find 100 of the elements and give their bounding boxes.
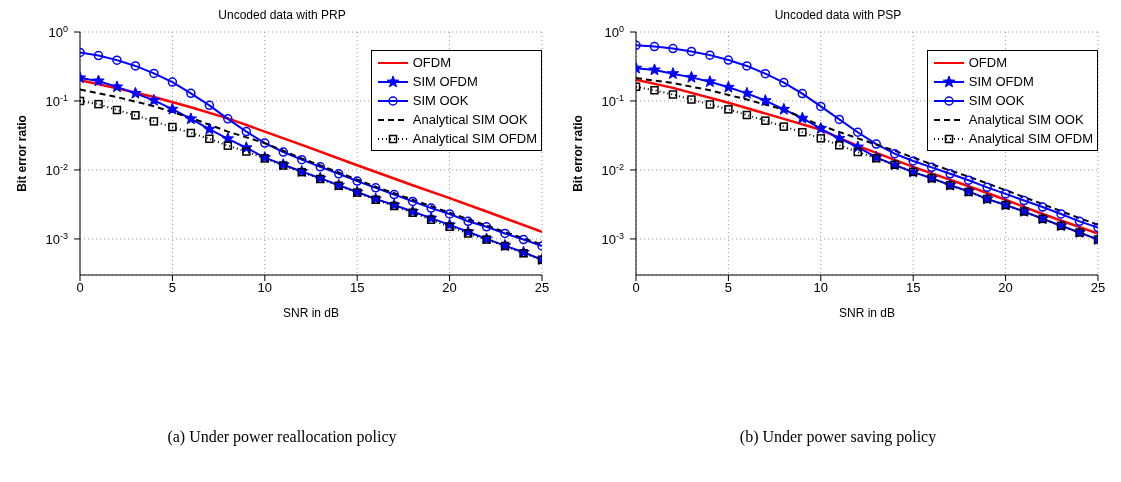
point xyxy=(871,139,881,149)
legend-label: SIM OFDM xyxy=(412,74,478,89)
point xyxy=(722,80,735,93)
point xyxy=(650,86,659,95)
chart-title: Uncoded data with PRP xyxy=(217,8,347,24)
point xyxy=(92,74,105,87)
point xyxy=(149,68,159,79)
point xyxy=(666,67,680,79)
point xyxy=(352,176,362,186)
point xyxy=(963,175,974,185)
legend-label: OFDM xyxy=(968,55,1008,70)
legend-label: SIM OOK xyxy=(968,93,1025,108)
x-tick-label: 10 xyxy=(257,280,273,296)
point xyxy=(186,128,196,138)
legend-label: OFDM xyxy=(412,55,452,70)
point xyxy=(1074,216,1085,227)
point xyxy=(797,88,808,99)
x-tick-label: 0 xyxy=(632,280,640,296)
point xyxy=(816,101,826,112)
point xyxy=(834,114,845,125)
point xyxy=(130,61,141,71)
point xyxy=(407,196,418,207)
point xyxy=(648,63,661,76)
point xyxy=(445,222,454,232)
point xyxy=(166,102,179,115)
point xyxy=(168,122,177,132)
legend-label: SIM OFDM xyxy=(968,74,1034,89)
point xyxy=(94,99,103,109)
x-tick-label: 0 xyxy=(76,280,84,296)
point xyxy=(315,162,325,172)
point xyxy=(908,156,918,166)
legend-label: Analytical SIM OFDM xyxy=(412,131,537,146)
y-tick-label: 10$^{-2}$ xyxy=(601,161,624,178)
point xyxy=(147,93,161,106)
chart-title: Uncoded data with PSP xyxy=(773,8,903,24)
point xyxy=(724,105,733,114)
legend-label: Analytical SIM OFDM xyxy=(968,131,1093,146)
point xyxy=(204,100,215,111)
y-tick-label: 10$^{0}$ xyxy=(48,24,68,40)
y-axis-title: Bit error ratio xyxy=(571,115,586,192)
text: (b) Under power saving policy xyxy=(738,428,938,446)
point xyxy=(1019,195,1029,206)
point xyxy=(205,134,214,144)
x-tick-label: 15 xyxy=(905,280,921,296)
point xyxy=(426,215,436,224)
point xyxy=(1037,202,1048,212)
point xyxy=(760,68,771,79)
x-axis-title: SNR in dB xyxy=(282,306,340,320)
point xyxy=(798,128,807,137)
point xyxy=(740,86,754,99)
point xyxy=(742,61,752,71)
point xyxy=(112,55,122,65)
point xyxy=(1056,209,1066,219)
point xyxy=(260,138,270,148)
point xyxy=(705,50,715,60)
point xyxy=(426,203,436,213)
y-tick-label: 10$^{-1}$ xyxy=(45,92,68,109)
point xyxy=(278,147,289,157)
point xyxy=(687,95,696,104)
point xyxy=(814,122,828,134)
y-tick-label: 10$^{0}$ xyxy=(604,24,624,40)
x-tick-label: 10 xyxy=(813,280,829,296)
point xyxy=(853,147,863,157)
point xyxy=(853,127,863,138)
x-tick-label: 20 xyxy=(442,280,457,296)
point xyxy=(686,46,697,57)
point xyxy=(759,94,772,107)
point xyxy=(110,80,124,93)
point xyxy=(112,105,122,115)
point xyxy=(131,111,140,120)
point xyxy=(705,100,715,109)
x-tick-label: 20 xyxy=(998,280,1013,296)
x-tick-label: 25 xyxy=(1090,280,1106,296)
point xyxy=(796,111,809,124)
point xyxy=(129,86,142,99)
legend-label: Analytical SIM OOK xyxy=(412,112,528,127)
point xyxy=(223,114,233,124)
point xyxy=(779,77,789,88)
point xyxy=(389,189,399,200)
point xyxy=(481,222,492,232)
x-axis-title: SNR in dB xyxy=(838,306,896,320)
x-tick-label: 5 xyxy=(168,280,177,296)
y-tick-label: 10$^{-1}$ xyxy=(601,92,624,109)
point xyxy=(761,116,770,125)
point xyxy=(835,141,844,150)
point xyxy=(463,216,473,227)
point xyxy=(500,228,510,239)
point xyxy=(149,117,159,126)
text: (a) Under power reallocation policy xyxy=(166,428,398,446)
point xyxy=(186,88,196,99)
point xyxy=(742,110,752,120)
point xyxy=(223,141,233,150)
y-tick-label: 10$^{-2}$ xyxy=(45,161,68,178)
point xyxy=(167,77,178,87)
point xyxy=(241,126,252,137)
point xyxy=(518,234,529,245)
point xyxy=(723,55,734,65)
x-tick-label: 15 xyxy=(349,280,365,296)
point xyxy=(203,122,216,135)
point xyxy=(463,229,473,238)
